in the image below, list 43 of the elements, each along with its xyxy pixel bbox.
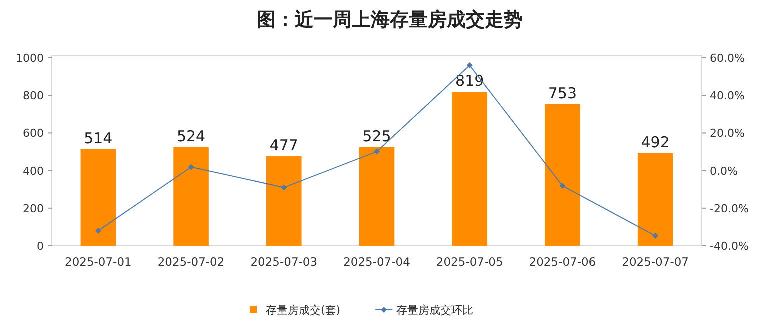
data-label: 492 [641,134,670,152]
point [652,233,659,240]
y2-tick-label: 0.0% [710,164,738,178]
x-tick-label: 2025-07-03 [250,255,318,269]
y-tick-label: 400 [23,164,44,178]
legend-label: 存量房成交(套) [266,304,341,317]
x-tick-label: 2025-07-07 [622,255,689,269]
x-tick-label: 2025-07-04 [344,255,410,269]
y-tick-label: 0 [37,240,44,253]
y-tick-label: 800 [23,90,44,103]
y2-tick-label: -40.0% [710,240,749,253]
y2-tick-label: -20.0% [710,202,749,216]
point [281,184,288,191]
point [374,148,380,155]
y2-tick-label: 40.0% [710,90,745,103]
bar [266,156,302,246]
bar [359,147,395,246]
x-tick-label: 2025-07-05 [436,255,504,269]
data-label: 514 [84,129,113,148]
data-label: 477 [270,136,298,154]
data-label: 819 [456,72,484,90]
chart-title: 图：近一周上海存量房成交走势 [257,9,523,31]
y2-tick-label: 20.0% [710,127,745,140]
point [560,183,566,190]
point [466,62,473,69]
bar [80,149,116,246]
data-label: 524 [176,127,206,146]
legend-label: 存量房成交环比 [396,304,474,317]
x-tick-label: 2025-07-02 [158,255,225,269]
bar [174,147,209,246]
y-tick-label: 200 [23,202,44,216]
bar [545,104,580,246]
x-tick-label: 2025-07-01 [65,255,132,269]
bar [452,92,488,246]
data-label: 753 [548,84,578,102]
data-label: 525 [362,127,392,146]
point [188,164,194,170]
point [95,228,102,234]
x-tick-label: 2025-07-06 [529,255,596,269]
bar [638,154,674,246]
y2-tick-label: 60.0% [710,52,745,65]
y-tick-label: 600 [23,127,44,140]
y-tick-label: 1000 [16,52,44,65]
